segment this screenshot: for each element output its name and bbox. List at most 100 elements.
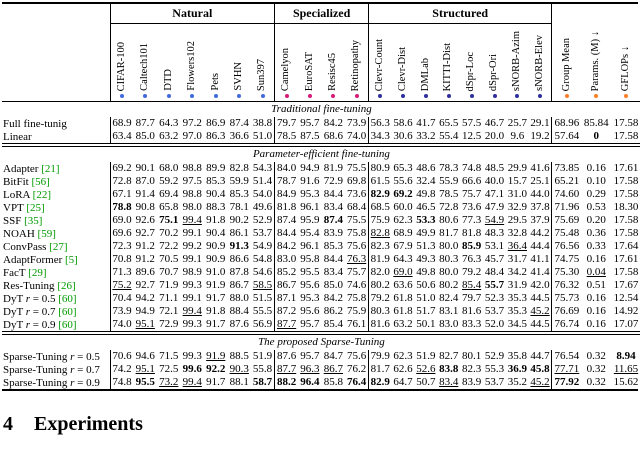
table-cell: 0.32 xyxy=(586,350,606,362)
table-cell: 55.8 xyxy=(252,363,273,375)
method-label: Full fine-tunig xyxy=(2,117,110,130)
table-cell: 87.2 xyxy=(274,305,299,318)
citation-link[interactable]: [22] xyxy=(29,188,51,201)
table-cell: 83.4 xyxy=(323,266,343,278)
table-cell: 53.1 xyxy=(484,240,505,252)
table-cell: 97.0 xyxy=(182,130,202,142)
table-cell: 53.7 xyxy=(484,376,505,388)
table-cell: 82.9 xyxy=(368,188,392,201)
column-header: Clevr-Dist xyxy=(391,23,415,102)
citation-link[interactable]: [27] xyxy=(46,240,68,253)
table-cell: 99.1 xyxy=(182,292,202,304)
column-label: Caltech101 xyxy=(139,43,150,91)
table-cell: 88.0 xyxy=(229,292,249,304)
table-row: DyT r = 0.5 [60] 70.4 94.2 71.1 99.1 91.7 88.0… xyxy=(2,292,640,305)
table-cell: 84.4 xyxy=(323,188,343,200)
citation-link[interactable]: [5] xyxy=(62,253,78,266)
method-name: BitFit xyxy=(3,175,29,188)
dataset-dot-icon xyxy=(120,94,124,98)
table-row: Linear 63.4 85.0 63.2 97.0 86.3 36.6 51.0 78.5 87… xyxy=(2,130,640,144)
table-cell: 45.2 xyxy=(530,376,550,388)
column-label: Resisc45 xyxy=(327,53,339,91)
method-name: Linear xyxy=(3,130,32,143)
table-cell: 17.58 xyxy=(613,117,639,129)
citation-link[interactable]: [59] xyxy=(34,227,56,240)
table-cell: 55.9 xyxy=(439,175,459,187)
citation-link[interactable]: [29] xyxy=(25,266,47,279)
table-cell: 51.4 xyxy=(252,175,273,187)
table-cell: 91.9 xyxy=(206,350,226,362)
table-cell: 74.8 xyxy=(109,376,134,389)
table-cell: 81.7 xyxy=(368,363,392,376)
column-label: Group Mean xyxy=(560,37,572,91)
table-cell: 80.0 xyxy=(439,266,459,278)
table-cell: 99.3 xyxy=(182,279,202,291)
citation-link[interactable]: [60] xyxy=(55,318,77,331)
method-label: ConvPass [27] xyxy=(2,240,110,253)
citation-link[interactable]: [60] xyxy=(55,292,77,305)
table-cell: 69.6 xyxy=(109,227,134,240)
table-cell: 76.2 xyxy=(346,363,367,375)
method-label: Sparse-Tuning r = 0.9 xyxy=(2,376,110,389)
table-cell: 80.3 xyxy=(368,305,392,318)
table-cell: 69.2 xyxy=(109,162,134,175)
table-cell: 78.5 xyxy=(439,188,459,200)
table-cell: 37.8 xyxy=(530,201,550,213)
table-cell: 99.2 xyxy=(182,240,202,252)
table-cell: 83.0 xyxy=(274,253,299,266)
table-cell: 25.7 xyxy=(507,117,528,129)
table-cell: 51.9 xyxy=(252,350,273,362)
table-cell: 0.04 xyxy=(586,266,606,278)
table-cell: 17.67 xyxy=(613,279,639,291)
table-cell: 35.3 xyxy=(507,292,528,304)
table-cell: 63.2 xyxy=(159,130,179,142)
table-cell: 47.1 xyxy=(484,188,505,200)
table-cell: 68.6 xyxy=(323,130,343,142)
table-cell: 82.3 xyxy=(368,240,392,253)
table-cell: 74.60 xyxy=(551,188,582,201)
table-cell: 87.5 xyxy=(300,130,320,142)
table-cell: 84.0 xyxy=(274,162,299,175)
section-divider xyxy=(2,143,640,147)
citation-link[interactable]: [21] xyxy=(38,162,60,175)
table-cell: 86.6 xyxy=(229,253,249,265)
column-header: Params. (M) ↓ xyxy=(581,23,612,102)
table-cell: 65.5 xyxy=(439,117,459,129)
section-number: 4 xyxy=(3,413,13,435)
table-cell: 41.6 xyxy=(530,162,550,174)
table-cell: 56.3 xyxy=(368,117,392,130)
table-cell: 79.7 xyxy=(274,117,299,130)
citation-link[interactable]: [25] xyxy=(23,201,45,214)
table-cell: 72.1 xyxy=(159,305,179,317)
citation-link[interactable]: [26] xyxy=(54,279,76,292)
table-cell: 45.7 xyxy=(484,253,505,265)
table-cell: 0 xyxy=(593,130,600,142)
table-cell: 71.9 xyxy=(159,279,179,291)
dataset-dot-icon xyxy=(166,94,171,98)
table-cell: 91.8 xyxy=(206,214,226,226)
table-cell: 48.6 xyxy=(416,162,436,174)
method-name: DyT r = 0.5 xyxy=(3,292,56,305)
table-cell: 95.6 xyxy=(300,279,320,291)
method-label: FacT [29] xyxy=(2,266,110,279)
method-name: ConvPass xyxy=(3,240,47,253)
table-cell: 75.6 xyxy=(346,350,367,362)
table-cell: 54.6 xyxy=(252,266,273,278)
table-cell: 81.6 xyxy=(368,318,392,332)
table-cell: 80.2 xyxy=(368,279,392,292)
table-cell: 79.2 xyxy=(461,266,482,278)
section-divider xyxy=(2,331,640,335)
citation-link[interactable]: [56] xyxy=(28,175,50,188)
column-label: Flowers102 xyxy=(186,41,197,91)
dataset-dot-icon xyxy=(378,94,383,98)
citation-link[interactable]: [35] xyxy=(21,214,43,227)
table-cell: 42.0 xyxy=(530,279,550,291)
table-cell: 84.2 xyxy=(274,240,299,253)
column-label: Pets xyxy=(209,73,221,91)
table-cell: 96.4 xyxy=(300,376,320,388)
method-name: LoRA xyxy=(3,188,30,201)
citation-link[interactable]: [60] xyxy=(55,305,77,318)
table-row: VPT [25] 78.8 90.8 65.8 98.0 88.3 78.1 49.6 81.8… xyxy=(2,201,640,214)
table-cell: 52.0 xyxy=(484,318,505,330)
method-name: NOAH xyxy=(3,227,35,240)
